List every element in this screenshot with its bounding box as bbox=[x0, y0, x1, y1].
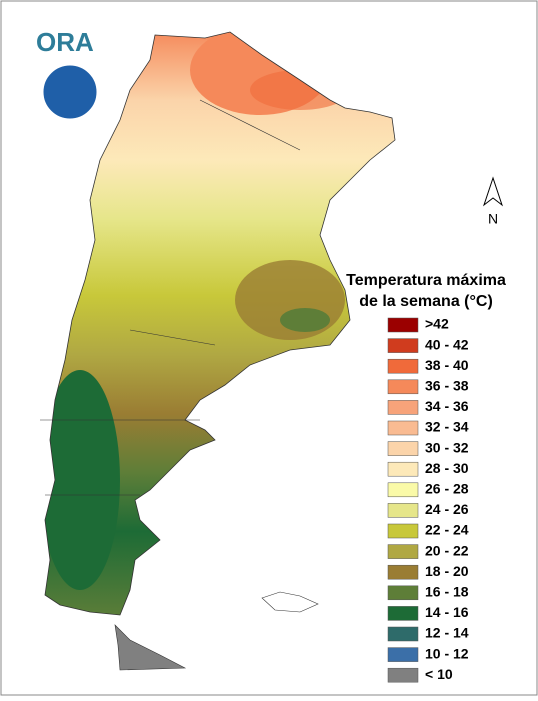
legend-swatch bbox=[387, 400, 419, 415]
legend-swatch bbox=[387, 585, 419, 601]
logo-emblem bbox=[40, 62, 100, 122]
legend-label: 26 - 28 bbox=[425, 481, 469, 497]
legend-swatch bbox=[387, 338, 419, 353]
legend-label: 40 - 42 bbox=[425, 336, 469, 352]
legend-title: Temperatura máxima bbox=[346, 272, 506, 289]
legend: >42 40 - 42 38 - 40 36 - 38 34 - 36 32 - 34 30… bbox=[387, 316, 469, 683]
legend-label: 16 - 18 bbox=[425, 584, 469, 600]
legend-swatch bbox=[387, 317, 419, 333]
legend-swatch bbox=[387, 461, 419, 477]
legend-swatch bbox=[387, 420, 419, 436]
logo-text: ORA bbox=[36, 27, 94, 57]
legend-swatch bbox=[387, 626, 419, 642]
legend-label: 34 - 36 bbox=[425, 398, 469, 414]
legend-label: < 10 bbox=[425, 666, 453, 682]
legend-label: 22 - 24 bbox=[425, 522, 469, 538]
country-outline bbox=[44, 31, 396, 616]
legend-swatch bbox=[387, 482, 419, 498]
legend-swatch bbox=[387, 606, 419, 621]
legend-label: 32 - 34 bbox=[425, 419, 469, 435]
north-arrow bbox=[483, 176, 503, 207]
legend-swatch bbox=[387, 379, 419, 395]
north-label: N bbox=[488, 211, 498, 227]
legend-swatch bbox=[387, 667, 419, 683]
legend-title: de la semana (°C) bbox=[359, 293, 493, 310]
legend-label: >42 bbox=[425, 316, 449, 332]
province-borders bbox=[40, 99, 301, 496]
legend-swatch bbox=[387, 441, 419, 456]
legend-label: 12 - 14 bbox=[425, 625, 469, 641]
legend-label: 28 - 30 bbox=[425, 460, 469, 476]
legend-label: 24 - 26 bbox=[425, 501, 469, 517]
legend-swatch bbox=[387, 647, 419, 662]
legend-swatch bbox=[387, 523, 419, 539]
legend-label: 20 - 22 bbox=[425, 542, 469, 558]
legend-label: 38 - 40 bbox=[425, 357, 469, 373]
legend-swatch bbox=[387, 544, 419, 559]
legend-label: 36 - 38 bbox=[425, 378, 469, 394]
legend-label: 10 - 12 bbox=[425, 645, 469, 661]
legend-swatch bbox=[387, 503, 419, 518]
tierra-del-fuego bbox=[114, 624, 187, 671]
legend-swatch bbox=[387, 358, 419, 374]
legend-label: 30 - 32 bbox=[425, 439, 469, 455]
legend-swatch bbox=[387, 564, 419, 580]
legend-label: 18 - 20 bbox=[425, 563, 469, 579]
islands bbox=[261, 591, 319, 613]
legend-label: 14 - 16 bbox=[425, 604, 469, 620]
